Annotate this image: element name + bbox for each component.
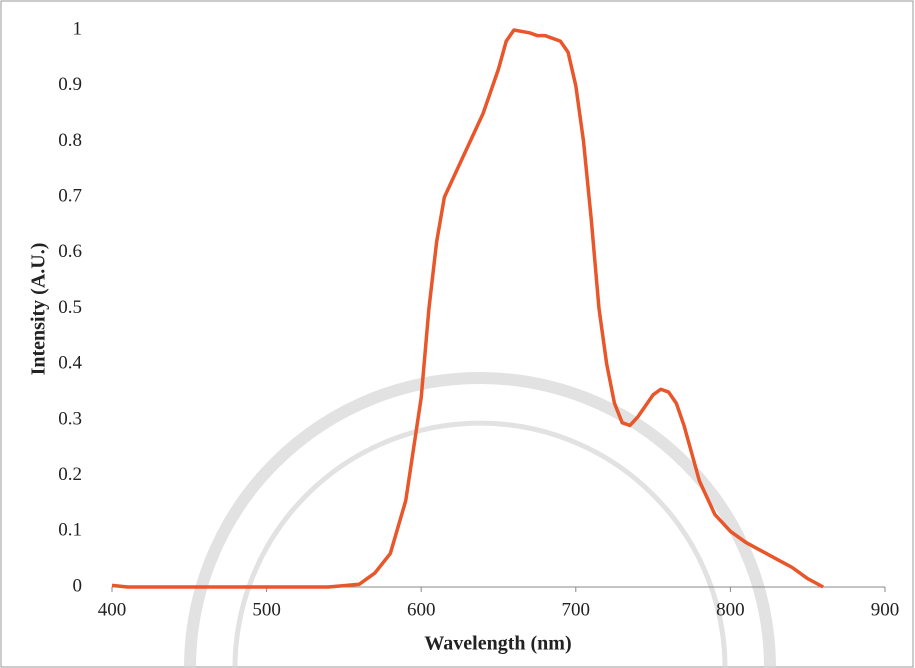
x-tick-label: 600 [407, 599, 436, 620]
y-tick-label: 0.4 [58, 353, 82, 374]
y-tick-label: 0.9 [58, 74, 82, 95]
x-axis-title: Wavelength (nm) [424, 633, 571, 655]
y-tick-label: 0.6 [58, 241, 82, 262]
x-tick-label: 700 [562, 599, 591, 620]
y-tick-label: 0.8 [58, 130, 82, 151]
x-tick-label: 900 [871, 599, 900, 620]
y-axis-title: Intensity (A.U.) [28, 243, 50, 376]
y-tick-label: 0.2 [58, 464, 82, 485]
x-tick-label: 800 [716, 599, 745, 620]
series-line [111, 28, 824, 589]
x-tick-label: 400 [98, 599, 127, 620]
y-tick-label: 0.3 [58, 408, 82, 429]
y-tick-label: 0.7 [58, 185, 82, 206]
y-tick-label: 1 [73, 18, 83, 39]
y-tick-label: 0.1 [58, 520, 82, 541]
watermark [184, 372, 776, 668]
y-tick-label: 0.5 [58, 297, 82, 318]
y-tick-label: 0 [73, 575, 83, 596]
x-tick-label: 500 [252, 599, 281, 620]
